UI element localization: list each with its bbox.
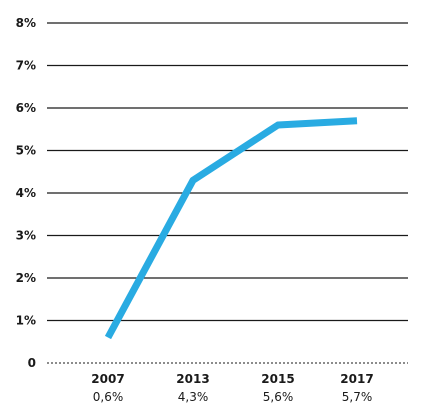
x-tick-label: 2017	[340, 372, 373, 386]
data-label: 5,7%	[342, 390, 373, 404]
data-label: 0,6%	[93, 390, 124, 404]
y-tick-label: 3%	[16, 229, 36, 243]
data-label: 5,6%	[263, 390, 294, 404]
data-label: 4,3%	[178, 390, 209, 404]
y-tick-label: 5%	[16, 144, 36, 158]
y-axis-ticks: 0 1% 2% 3% 4% 5% 6% 7% 8%	[16, 16, 36, 370]
y-tick-label: 4%	[16, 186, 36, 200]
x-tick-label: 2007	[91, 372, 124, 386]
x-tick-label: 2013	[176, 372, 209, 386]
grid-layer	[47, 22, 408, 364]
y-tick-label: 2%	[16, 271, 36, 285]
y-tick-label: 1%	[16, 314, 36, 328]
y-tick-label: 0	[28, 356, 36, 370]
y-tick-label: 7%	[16, 59, 36, 73]
series-layer	[104, 117, 358, 340]
x-axis-ticks: 2007 0,6% 2013 4,3% 2015 5,6% 2017 5,7%	[91, 372, 373, 404]
series-line	[104, 117, 358, 340]
x-tick-label: 2015	[261, 372, 294, 386]
y-tick-label: 6%	[16, 101, 36, 115]
y-tick-label: 8%	[16, 16, 36, 30]
